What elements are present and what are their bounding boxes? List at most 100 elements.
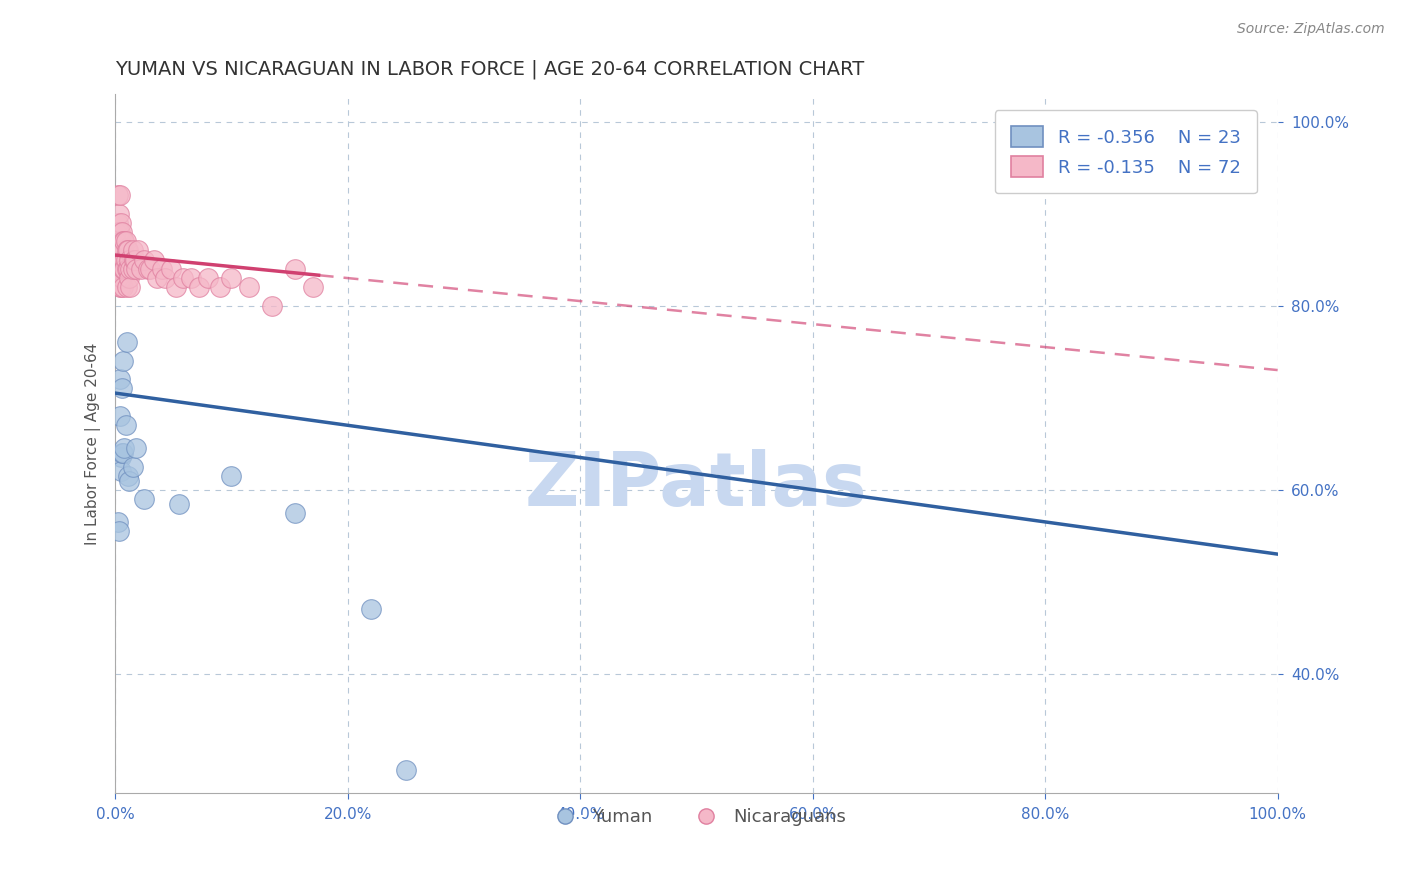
Point — [107, 271, 129, 285]
Point — [160, 261, 183, 276]
Point — [172, 271, 194, 285]
Point — [107, 207, 129, 221]
Point — [108, 252, 131, 267]
Point — [117, 244, 139, 258]
Point — [125, 261, 148, 276]
Point — [167, 496, 190, 510]
Point — [108, 372, 131, 386]
Point — [284, 261, 307, 276]
Text: Source: ZipAtlas.com: Source: ZipAtlas.com — [1237, 22, 1385, 37]
Point — [108, 261, 131, 276]
Point — [115, 244, 138, 258]
Point — [180, 271, 202, 285]
Legend: Yuman, Nicaraguans: Yuman, Nicaraguans — [540, 801, 853, 833]
Point — [112, 280, 135, 294]
Y-axis label: In Labor Force | Age 20-64: In Labor Force | Age 20-64 — [86, 343, 101, 545]
Point — [118, 252, 141, 267]
Point — [110, 271, 132, 285]
Point — [124, 252, 146, 267]
Point — [114, 442, 136, 456]
Point — [122, 252, 145, 267]
Point — [114, 252, 136, 267]
Point — [208, 280, 231, 294]
Point — [108, 244, 131, 258]
Point — [114, 418, 136, 433]
Text: YUMAN VS NICARAGUAN IN LABOR FORCE | AGE 20-64 CORRELATION CHART: YUMAN VS NICARAGUAN IN LABOR FORCE | AGE… — [115, 60, 865, 79]
Point — [112, 234, 135, 248]
Point — [110, 280, 132, 294]
Point — [112, 446, 135, 460]
Point — [221, 271, 243, 285]
Point — [111, 244, 134, 258]
Point — [105, 234, 128, 248]
Point — [284, 506, 307, 520]
Point — [114, 234, 136, 248]
Point — [134, 491, 156, 506]
Point — [107, 261, 129, 276]
Point — [301, 280, 323, 294]
Point — [118, 271, 141, 285]
Point — [107, 244, 129, 258]
Point — [115, 335, 138, 350]
Point — [110, 216, 132, 230]
Point — [125, 442, 148, 456]
Point — [111, 382, 134, 396]
Point — [121, 459, 143, 474]
Point — [121, 244, 143, 258]
Point — [221, 469, 243, 483]
Point — [114, 234, 136, 248]
Point — [112, 244, 135, 258]
Point — [110, 244, 132, 258]
Point — [134, 252, 156, 267]
Point — [142, 252, 165, 267]
Point — [108, 188, 131, 202]
Point — [110, 261, 132, 276]
Point — [395, 764, 418, 778]
Point — [121, 261, 143, 276]
Point — [150, 261, 173, 276]
Point — [112, 354, 135, 368]
Point — [360, 602, 382, 616]
Point — [111, 225, 134, 239]
Point — [107, 244, 129, 258]
Point — [111, 252, 134, 267]
Point — [262, 299, 284, 313]
Point — [107, 188, 129, 202]
Point — [165, 280, 187, 294]
Point — [108, 409, 131, 423]
Point — [114, 252, 136, 267]
Point — [110, 252, 132, 267]
Point — [129, 261, 152, 276]
Point — [110, 450, 132, 465]
Point — [120, 280, 142, 294]
Point — [146, 271, 169, 285]
Point — [118, 474, 141, 488]
Point — [107, 524, 129, 538]
Point — [110, 234, 132, 248]
Point — [117, 261, 139, 276]
Point — [108, 280, 131, 294]
Point — [187, 280, 209, 294]
Point — [115, 261, 138, 276]
Point — [111, 271, 134, 285]
Point — [238, 280, 260, 294]
Point — [197, 271, 219, 285]
Text: ZIPatlas: ZIPatlas — [524, 450, 868, 522]
Point — [153, 271, 176, 285]
Point — [107, 216, 129, 230]
Point — [117, 469, 139, 483]
Point — [107, 261, 129, 276]
Point — [107, 225, 129, 239]
Point — [105, 225, 128, 239]
Point — [136, 261, 159, 276]
Point — [108, 225, 131, 239]
Point — [107, 515, 129, 529]
Point — [111, 446, 134, 460]
Point — [115, 280, 138, 294]
Point — [120, 261, 142, 276]
Point — [139, 261, 162, 276]
Point — [112, 261, 135, 276]
Point — [114, 261, 136, 276]
Point — [110, 464, 132, 478]
Point — [127, 244, 149, 258]
